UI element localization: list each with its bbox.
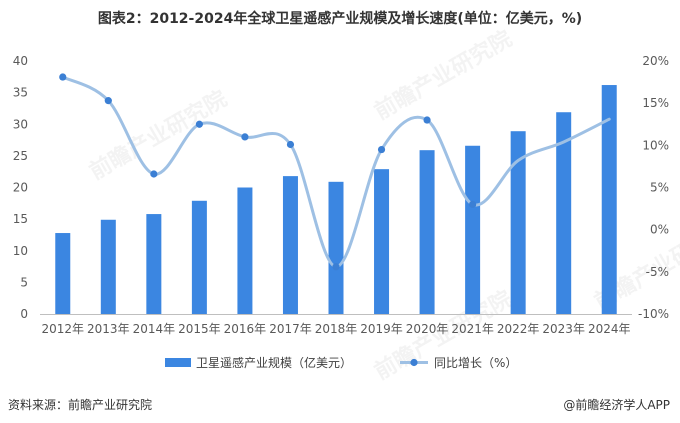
bar-2015年 [191, 200, 207, 314]
growth-marker-2020年 [423, 116, 431, 124]
x-tick-2018年: 2018年 [315, 322, 358, 336]
growth-marker-2013年 [104, 97, 112, 105]
x-tick-2023年: 2023年 [542, 322, 585, 336]
bar-2014年 [146, 214, 162, 314]
x-tick-2024年: 2024年 [588, 322, 631, 336]
x-tick-2022年: 2022年 [497, 322, 540, 336]
bar-2020年 [419, 150, 435, 314]
growth-line-group [59, 73, 611, 271]
chart-title: 图表2：2012-2024年全球卫星遥感产业规模及增长速度(单位：亿美元，%) [97, 11, 583, 27]
credit-note: @前瞻经济学人APP [563, 398, 670, 412]
growth-marker-2014年 [150, 170, 158, 178]
x-tick-2012年: 2012年 [41, 322, 84, 336]
right-tick-5%: 5% [650, 181, 669, 195]
growth-marker-2017年 [286, 140, 295, 149]
right-tick--10%: -10% [638, 307, 669, 321]
growth-marker-2016年 [241, 133, 249, 141]
bar-2017年 [282, 176, 298, 314]
left-tick-0: 0 [20, 307, 28, 321]
bar-2022年 [510, 131, 526, 314]
right-axis-ticks: -10% -5% 0% 5% 10% 15% 20% [638, 54, 669, 321]
growth-marker-2019年 [377, 145, 386, 154]
x-tick-2020年: 2020年 [406, 322, 449, 336]
right-tick-0%: 0% [650, 223, 669, 237]
legend: 卫星遥感产业规模（亿美元） 同比增长（%） [165, 355, 517, 370]
legend-bar-swatch [165, 358, 191, 367]
bar-2024年 [601, 85, 617, 314]
source-note: 资料来源：前瞻产业研究院 [8, 398, 153, 412]
x-tick-2015年: 2015年 [178, 322, 221, 336]
left-tick-30: 30 [13, 117, 28, 131]
right-tick-20%: 20% [642, 54, 669, 68]
growth-marker-2015年 [195, 120, 203, 128]
bar-2016年 [237, 187, 253, 314]
left-tick-40: 40 [13, 54, 28, 68]
x-tick-2019年: 2019年 [360, 322, 403, 336]
x-tick-2021年: 2021年 [451, 322, 494, 336]
bar-2012年 [55, 233, 71, 314]
x-tick-2013年: 2013年 [87, 322, 130, 336]
bar-2013年 [100, 219, 116, 314]
bar-2021年 [465, 145, 481, 314]
left-tick-5: 5 [20, 275, 28, 289]
legend-line-marker [410, 358, 418, 367]
left-tick-15: 15 [13, 212, 28, 226]
left-tick-10: 10 [13, 244, 28, 258]
x-tick-2016年: 2016年 [224, 322, 267, 336]
left-tick-20: 20 [13, 181, 28, 195]
growth-marker-2012年 [59, 73, 67, 81]
right-tick-15%: 15% [642, 96, 669, 110]
right-tick-10%: 10% [642, 138, 669, 152]
left-axis-ticks: 0 5 10 15 20 25 30 35 40 [13, 54, 28, 321]
bar-2018年 [328, 181, 344, 314]
watermark-1: 前瞻产业研究院 [370, 26, 516, 126]
legend-bar-label: 卫星遥感产业规模（亿美元） [196, 355, 352, 370]
right-tick--5%: -5% [646, 265, 669, 279]
x-tick-2014年: 2014年 [133, 322, 176, 336]
legend-line-label: 同比增长（%） [434, 356, 517, 370]
bar-2019年 [374, 169, 390, 314]
left-tick-25: 25 [13, 149, 28, 163]
bar-2023年 [556, 112, 572, 314]
bars-group [55, 85, 617, 314]
growth-marker-2021年 [469, 200, 477, 208]
growth-marker-2018年 [332, 263, 340, 271]
left-tick-35: 35 [13, 86, 28, 100]
x-axis-ticks: 2012年 2013年 2014年 2015年 2016年 2017年 2018年 2019年… [41, 322, 630, 336]
x-tick-2017年: 2017年 [269, 322, 312, 336]
